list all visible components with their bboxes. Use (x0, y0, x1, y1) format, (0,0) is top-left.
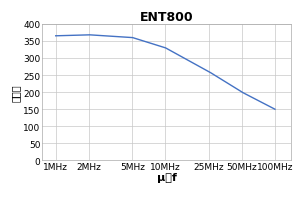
Y-axis label: 磁导率: 磁导率 (11, 84, 21, 102)
Title: ENT800: ENT800 (140, 11, 193, 23)
X-axis label: μ－f: μ－f (157, 172, 176, 182)
